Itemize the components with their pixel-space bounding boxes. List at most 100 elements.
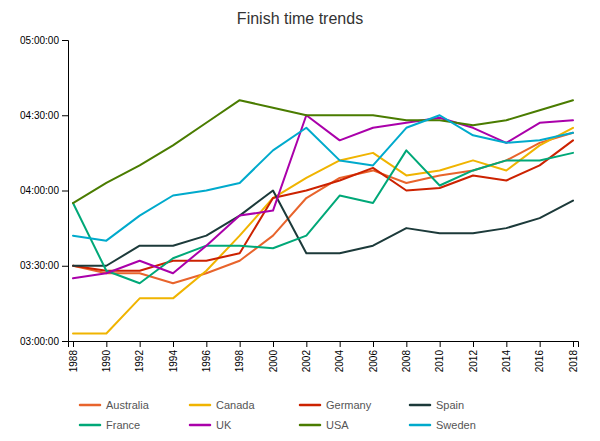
x-tick-label: 2006 <box>368 350 379 373</box>
x-tick: 1998 <box>234 341 245 372</box>
x-tick-label: 2012 <box>468 350 479 373</box>
y-tick: 03:30:00 <box>20 260 68 271</box>
x-tick: 2002 <box>301 341 312 372</box>
x-tick: 2004 <box>334 341 345 372</box>
x-tick-mark <box>173 341 174 347</box>
x-tick: 2012 <box>468 341 479 372</box>
legend-swatch <box>80 404 100 407</box>
legend-item: Sweden <box>410 419 476 431</box>
y-axis-line <box>62 41 69 342</box>
x-tick-label: 2018 <box>568 350 579 373</box>
x-tick-label: 1996 <box>201 350 212 373</box>
y-tick-mark <box>62 266 68 267</box>
x-tick-label: 2002 <box>301 350 312 373</box>
x-tick-mark <box>573 341 574 347</box>
legend-label: USA <box>326 419 349 431</box>
title: Finish time trends <box>237 10 363 27</box>
legend-label: Canada <box>216 399 255 411</box>
legend-item: Australia <box>80 399 150 411</box>
legend-item: Germany <box>300 399 372 411</box>
y-tick-mark <box>62 341 68 342</box>
x-tick-mark <box>106 341 107 347</box>
x-axis: 1988 1990 1992 1994 1996 1998 2000 2002 2004 2006… <box>68 341 579 372</box>
x-tick-mark <box>340 341 341 347</box>
y-tick: 05:00:00 <box>20 35 68 46</box>
legend-label: Germany <box>326 399 372 411</box>
x-tick: 2008 <box>401 341 412 372</box>
series-line <box>73 100 573 203</box>
y-tick: 03:00:00 <box>20 336 68 347</box>
legend-swatch <box>300 404 320 407</box>
x-tick-mark <box>373 341 374 347</box>
legend-label: Sweden <box>436 419 476 431</box>
legend-swatch <box>190 424 210 427</box>
legend-item: Canada <box>190 399 255 411</box>
plot-area: 1988 1990 1992 1994 1996 1998 2000 2002 2004 2006… <box>20 35 579 373</box>
y-tick-label: 05:00:00 <box>20 35 59 46</box>
legend-label: UK <box>216 419 232 431</box>
x-tick-mark <box>473 341 474 347</box>
series-line <box>73 128 573 334</box>
legend-swatch <box>410 424 430 427</box>
legend-item: UK <box>190 419 232 431</box>
x-tick-label: 1994 <box>168 350 179 373</box>
x-tick-label: 2010 <box>434 350 445 373</box>
x-tick-mark <box>240 341 241 347</box>
x-tick: 2010 <box>434 341 445 372</box>
legend: Australia Canada Germany Spain France UK USA Sw… <box>80 399 476 431</box>
y-tick-mark <box>62 40 68 41</box>
x-tick-mark <box>306 341 307 347</box>
y-tick-mark <box>62 115 68 116</box>
x-tick-mark <box>273 341 274 347</box>
y-tick-label: 04:30:00 <box>20 110 59 121</box>
x-tick-label: 1988 <box>68 350 79 373</box>
legend-label: Australia <box>106 399 150 411</box>
x-tick-mark <box>140 341 141 347</box>
legend-item: Spain <box>410 399 464 411</box>
x-tick-label: 2008 <box>401 350 412 373</box>
x-tick-mark <box>73 341 74 347</box>
series-line <box>73 191 573 266</box>
legend-item: USA <box>300 419 349 431</box>
y-axis: 03:00:00 03:30:00 04:00:00 04:30:00 05:00:00 <box>20 35 68 347</box>
x-tick: 2014 <box>501 341 512 372</box>
x-tick: 1996 <box>201 341 212 372</box>
legend-label: France <box>106 419 140 431</box>
legend-item: France <box>80 419 140 431</box>
x-tick-mark <box>206 341 207 347</box>
x-tick: 1988 <box>68 341 79 372</box>
legend-swatch <box>410 404 430 407</box>
x-tick-label: 2014 <box>501 350 512 373</box>
legend-swatch <box>300 424 320 427</box>
x-tick: 1994 <box>168 341 179 372</box>
x-tick: 1992 <box>134 341 145 372</box>
y-tick-mark <box>62 191 68 192</box>
x-tick: 2006 <box>368 341 379 372</box>
x-tick: 1990 <box>101 341 112 372</box>
x-tick-label: 1992 <box>134 350 145 373</box>
x-tick-mark <box>406 341 407 347</box>
y-tick: 04:30:00 <box>20 110 68 121</box>
x-tick-mark <box>540 341 541 347</box>
lines <box>73 100 573 333</box>
x-tick: 2000 <box>268 341 279 372</box>
series-line <box>73 133 573 283</box>
x-tick-label: 1990 <box>101 350 112 373</box>
series-line <box>73 115 573 240</box>
y-tick-label: 03:30:00 <box>20 260 59 271</box>
x-tick: 2016 <box>534 341 545 372</box>
x-axis-line <box>69 342 579 348</box>
legend-label: Spain <box>436 399 464 411</box>
y-tick-label: 04:00:00 <box>20 185 59 196</box>
x-tick-label: 2004 <box>334 350 345 373</box>
x-tick-mark <box>506 341 507 347</box>
series-line <box>73 115 573 278</box>
y-tick: 04:00:00 <box>20 185 68 196</box>
x-tick-mark <box>440 341 441 347</box>
chart: 1988 1990 1992 1994 1996 1998 2000 2002 2004 2006… <box>0 0 600 441</box>
x-tick-label: 1998 <box>234 350 245 373</box>
x-tick: 2018 <box>568 341 579 372</box>
x-tick-label: 2000 <box>268 350 279 373</box>
y-tick-label: 03:00:00 <box>20 336 59 347</box>
legend-swatch <box>190 404 210 407</box>
